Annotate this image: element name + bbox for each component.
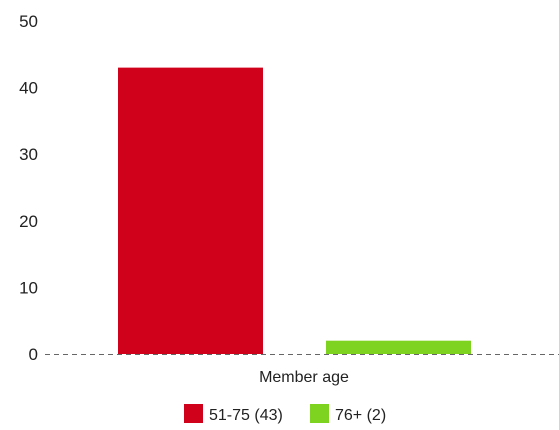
y-axis: 0 10 20 30 40 50 <box>19 12 38 364</box>
legend-item[interactable]: 51-75 (43) <box>184 404 283 424</box>
bar-age-51-75[interactable] <box>118 67 263 355</box>
legend: 51-75 (43) 76+ (2) <box>184 404 386 424</box>
legend-swatch <box>310 404 329 423</box>
y-tick-label: 50 <box>19 12 38 31</box>
y-tick-label: 30 <box>19 145 38 164</box>
y-tick-label: 20 <box>19 212 38 231</box>
y-tick-label: 10 <box>19 278 38 297</box>
legend-label: 51-75 (43) <box>209 407 283 424</box>
legend-label: 76+ (2) <box>335 407 386 424</box>
bar-age-76-plus[interactable] <box>326 340 471 354</box>
y-tick-label: 0 <box>29 345 38 364</box>
legend-item[interactable]: 76+ (2) <box>310 404 386 424</box>
bars <box>118 67 471 355</box>
x-axis-label: Member age <box>259 369 349 386</box>
y-tick-label: 40 <box>19 79 38 98</box>
legend-swatch <box>184 404 203 423</box>
